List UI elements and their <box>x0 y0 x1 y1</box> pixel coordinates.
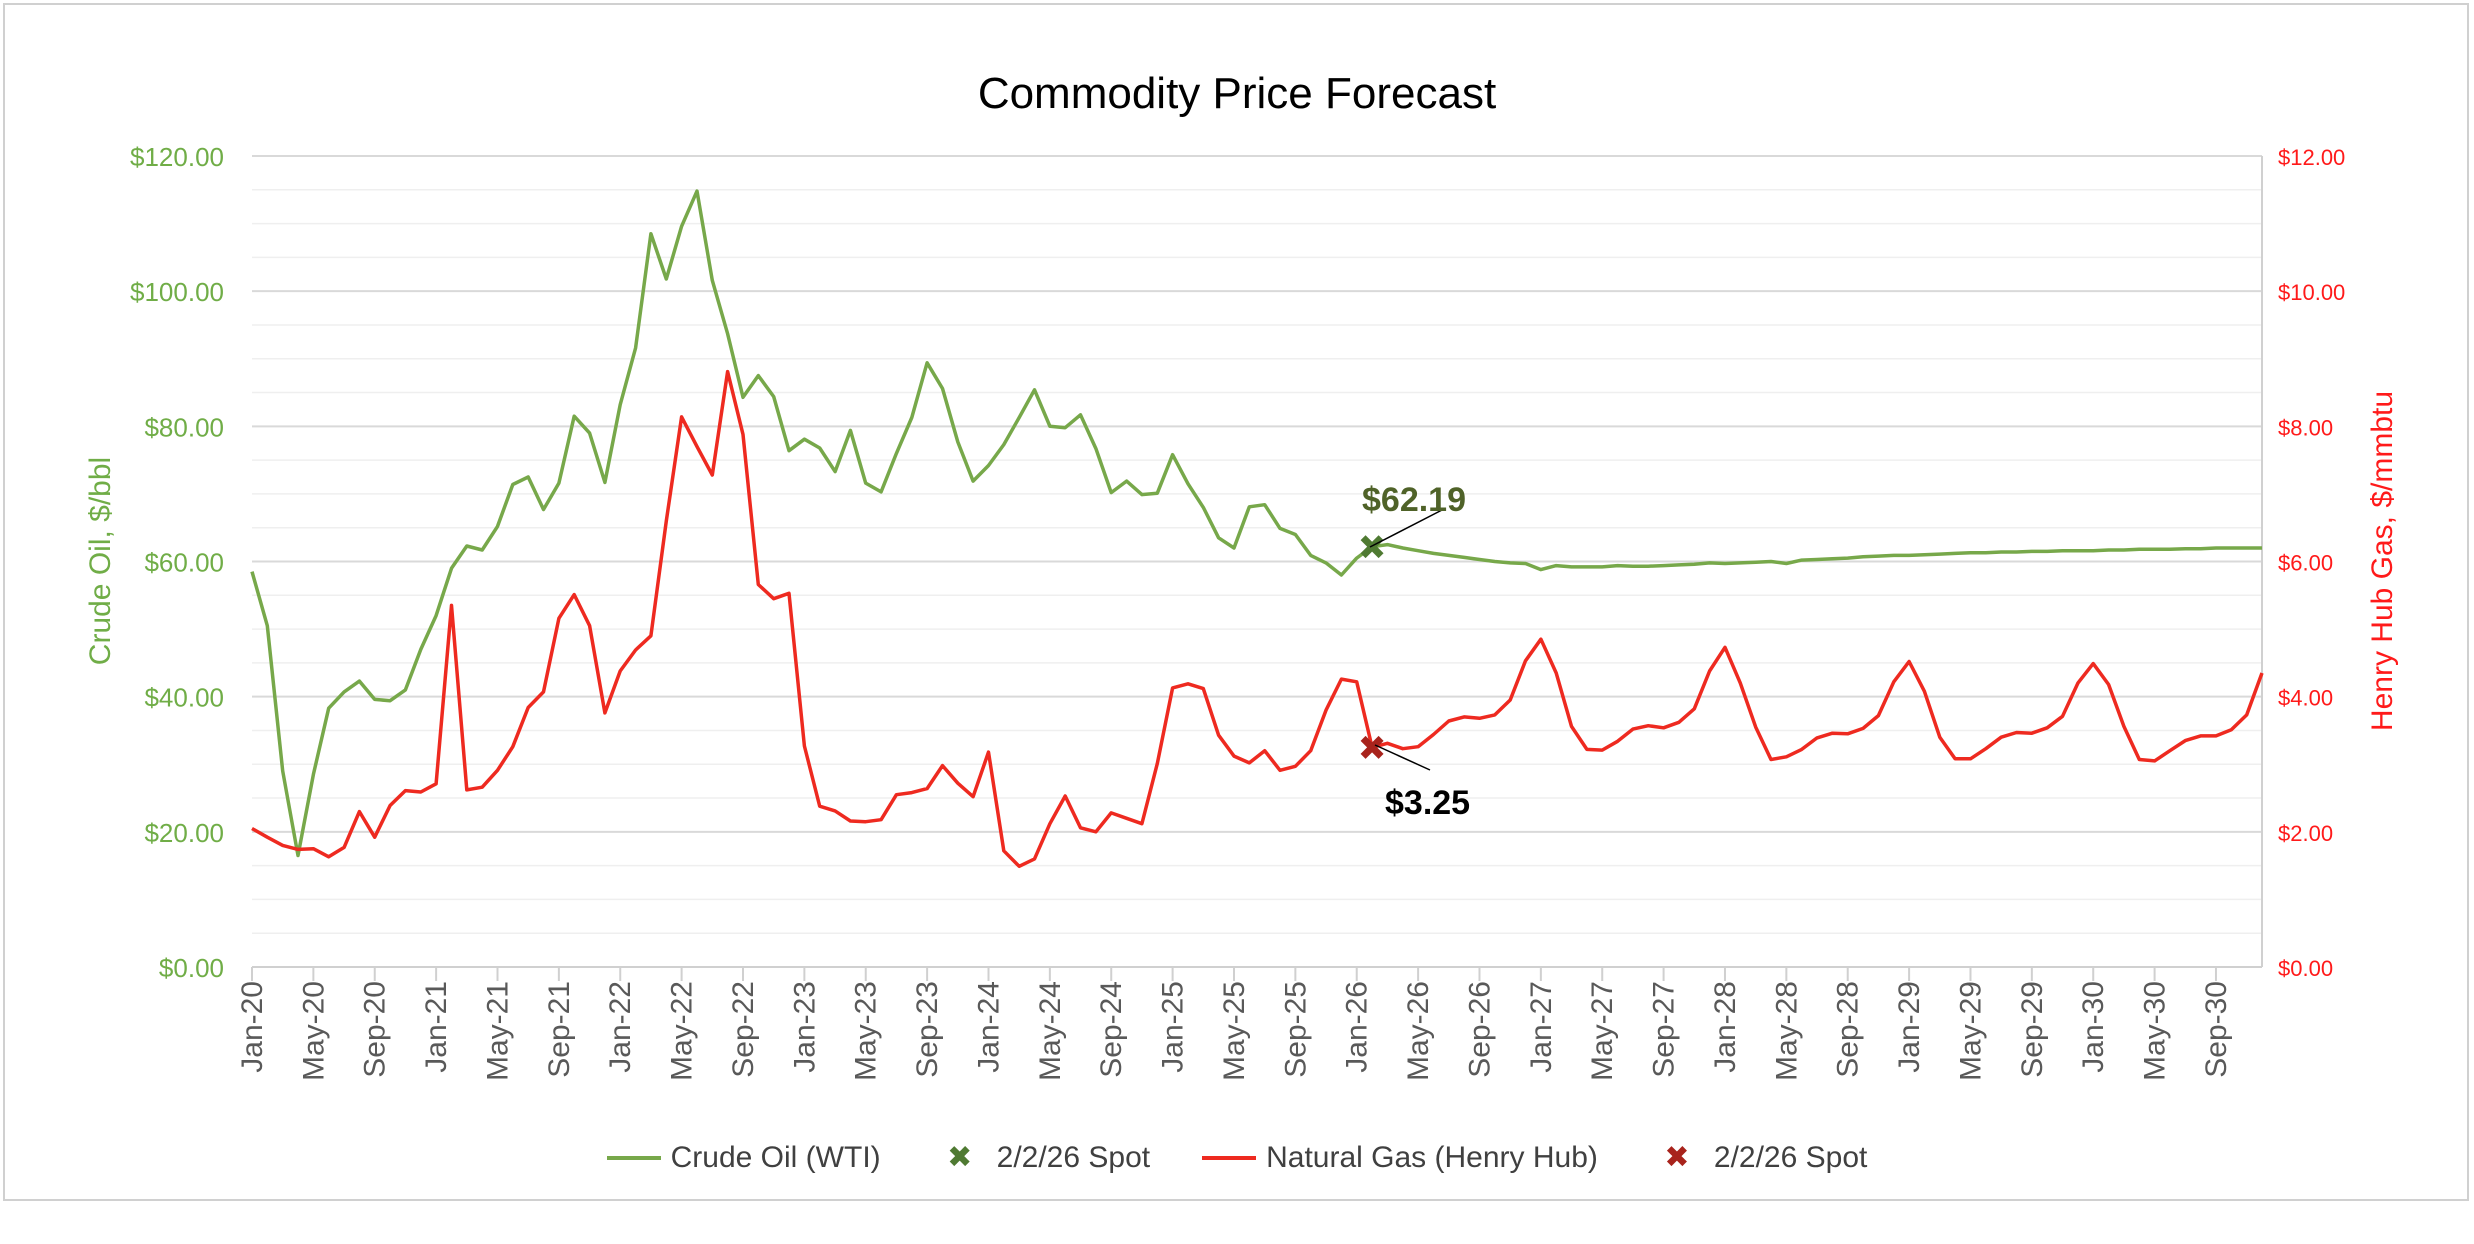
crude-spot-label: $62.19 <box>1362 481 1466 519</box>
x-tick-label: May-27 <box>1586 981 1619 1081</box>
y-left-tick-label: $100.00 <box>130 277 224 307</box>
y-right-tick-label: $6.00 <box>2278 551 2333 576</box>
legend-x-marker-icon: ✖ <box>1664 1141 1690 1174</box>
x-tick-label: Jan-29 <box>1893 981 1926 1073</box>
legend-item-crude: Crude Oil (WTI) <box>606 1140 881 1175</box>
gas-spot-marker <box>1360 735 1384 759</box>
gas-spot-label: $3.25 <box>1385 784 1470 822</box>
legend-item-crude-spot: ✖ 2/2/26 Spot <box>933 1140 1150 1175</box>
x-tick-label: May-22 <box>666 981 699 1081</box>
gas-spot-leader-line <box>1374 744 1431 771</box>
natural-gas-line <box>251 369 2264 869</box>
x-tick-label: Sep-30 <box>2200 981 2233 1078</box>
crude-spot-leader-line <box>1369 509 1443 548</box>
x-tick-label: May-21 <box>481 981 514 1081</box>
x-tick-label: Sep-27 <box>1648 981 1681 1078</box>
x-tick-label: May-30 <box>2139 981 2172 1081</box>
x-tick-label: May-26 <box>1402 981 1435 1081</box>
x-tick-label: Jan-25 <box>1157 981 1190 1073</box>
y-right-axis-title: Henry Hub Gas, $/mmbtu <box>2366 391 2399 731</box>
x-tick-label: Sep-25 <box>1279 981 1312 1078</box>
x-tick-label: Sep-21 <box>543 981 576 1078</box>
legend-label-gas-spot: 2/2/26 Spot <box>1713 1140 1868 1174</box>
x-tick-label: Jan-23 <box>788 981 821 1073</box>
x-tick-label: May-29 <box>1954 981 1987 1081</box>
y-left-tick-label: $60.00 <box>144 548 224 578</box>
legend-x-marker-icon: ✖ <box>947 1141 973 1174</box>
legend-item-gas-spot: ✖ 2/2/26 Spot <box>1650 1140 1867 1175</box>
x-tick-label: Jan-24 <box>972 981 1005 1073</box>
x-tick-label: Jan-20 <box>236 981 269 1073</box>
crude-oil-line <box>250 189 2262 858</box>
legend-label-gas: Natural Gas (Henry Hub) <box>1266 1140 1598 1174</box>
y-right-tick-label: $12.00 <box>2278 145 2345 170</box>
x-tick-label: Jan-26 <box>1341 981 1374 1073</box>
x-tick-label: May-28 <box>1770 981 1803 1081</box>
chart-frame <box>3 3 2469 1201</box>
legend-item-gas: Natural Gas (Henry Hub) <box>1202 1140 1598 1175</box>
y-left-tick-label: $40.00 <box>144 683 224 713</box>
chart-title: Commodity Price Forecast <box>978 69 1496 118</box>
x-tick-label: Jan-21 <box>420 981 453 1073</box>
y-right-tick-label: $0.00 <box>2278 956 2333 981</box>
x-tick-label: Jan-28 <box>1709 981 1742 1073</box>
x-tick-label: Sep-24 <box>1095 981 1128 1078</box>
x-tick-label: Jan-30 <box>2077 981 2110 1073</box>
y-right-tick-label: $10.00 <box>2278 280 2345 305</box>
x-tick-label: May-24 <box>1034 981 1067 1081</box>
x-tick-label: Sep-28 <box>1832 981 1865 1078</box>
x-tick-label: May-20 <box>297 981 330 1081</box>
legend-swatch-gas <box>1202 1155 1257 1160</box>
y-left-tick-label: $80.00 <box>144 412 224 442</box>
y-left-tick-label: $0.00 <box>159 953 224 983</box>
x-tick-label: Jan-22 <box>604 981 637 1073</box>
x-tick-label: Jan-27 <box>1525 981 1558 1073</box>
x-tick-label: May-23 <box>850 981 883 1081</box>
x-tick-label: Sep-29 <box>2016 981 2049 1078</box>
y-right-tick-label: $8.00 <box>2278 415 2333 440</box>
x-tick-label: May-25 <box>1218 981 1251 1081</box>
y-right-tick-label: $4.00 <box>2278 686 2333 711</box>
x-marker-stroke <box>1360 735 1384 759</box>
y-left-tick-label: $120.00 <box>130 142 224 172</box>
x-tick-label: Sep-20 <box>359 981 392 1078</box>
legend-label-crude: Crude Oil (WTI) <box>670 1140 881 1174</box>
x-tick-label: Sep-23 <box>911 981 944 1078</box>
legend: Crude Oil (WTI) ✖ 2/2/26 Spot Natural Ga… <box>0 1140 2474 1175</box>
x-tick-label: Sep-26 <box>1463 981 1496 1078</box>
legend-label-crude-spot: 2/2/26 Spot <box>996 1140 1151 1174</box>
y-left-tick-label: $20.00 <box>144 818 224 848</box>
legend-swatch-crude <box>606 1155 661 1160</box>
x-tick-label: Sep-22 <box>727 981 760 1078</box>
y-right-tick-label: $2.00 <box>2278 821 2333 846</box>
y-left-axis-title: Crude Oil, $/bbl <box>84 457 117 665</box>
